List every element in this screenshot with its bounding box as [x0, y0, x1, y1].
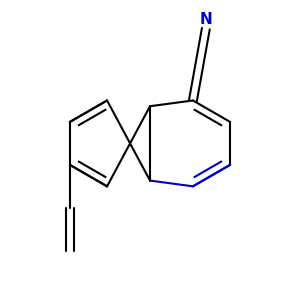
- Text: N: N: [200, 12, 212, 27]
